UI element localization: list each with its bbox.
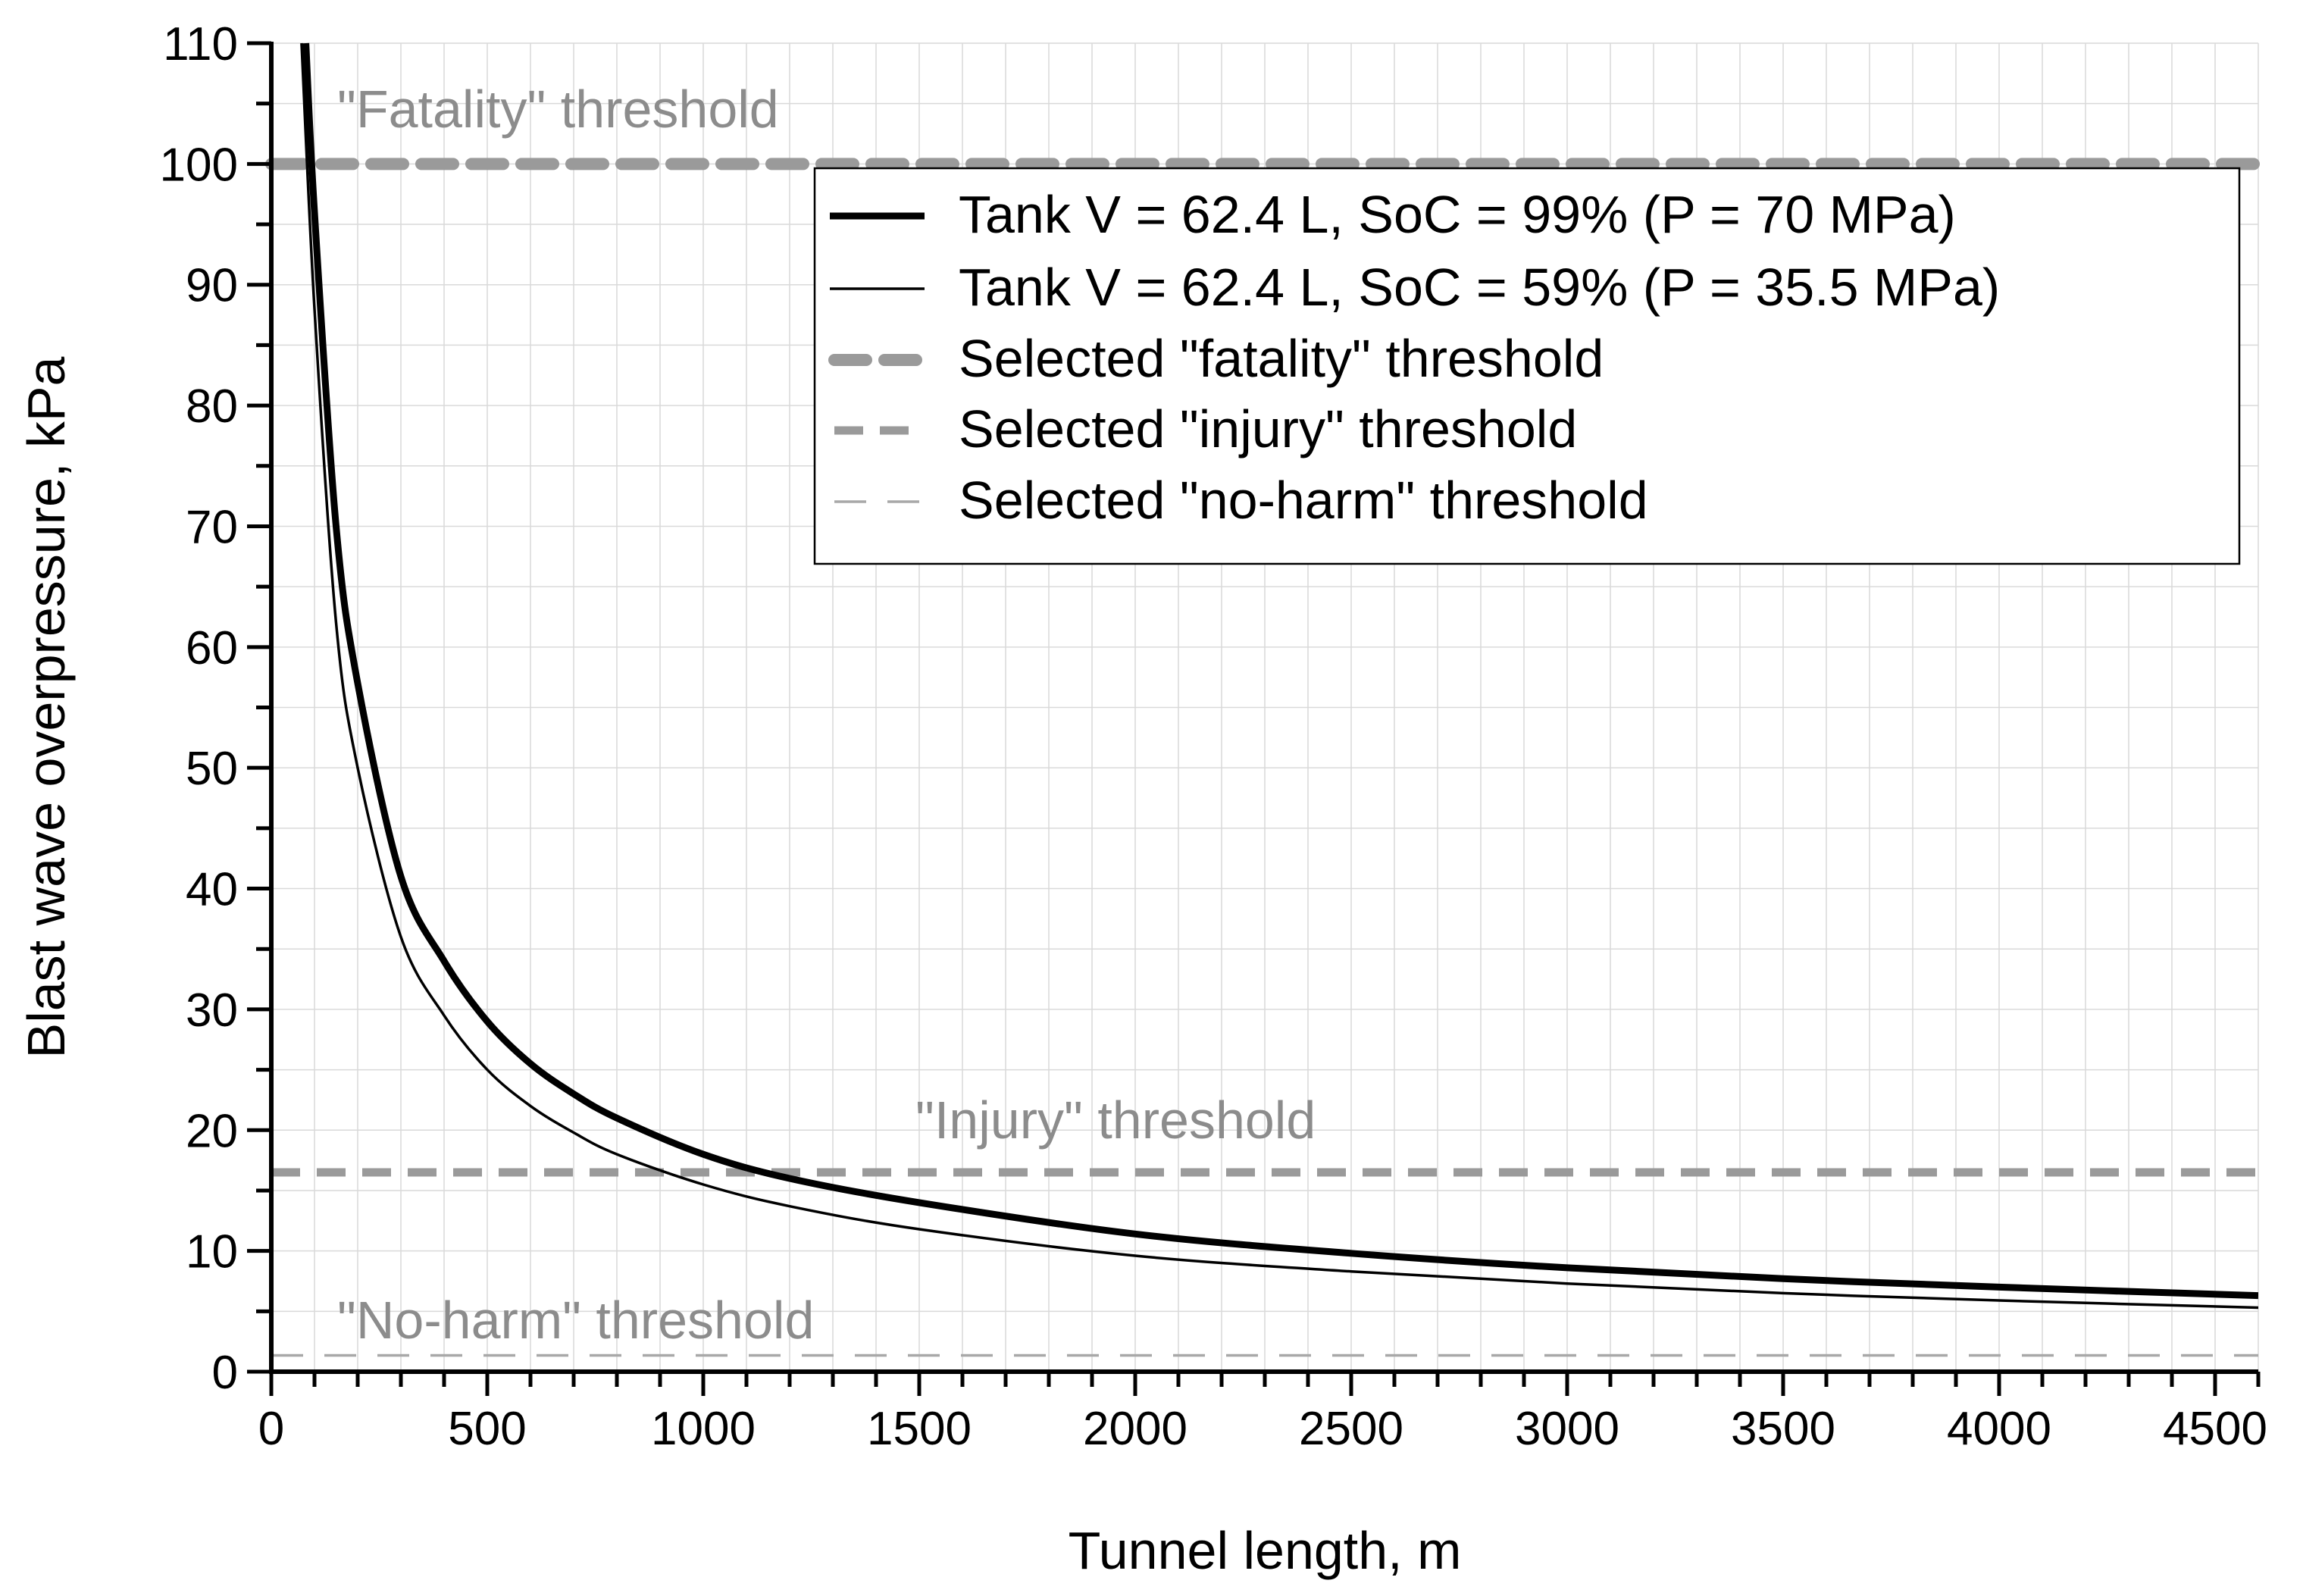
legend-box [813,167,2241,565]
x-tick-label: 2500 [1299,1403,1403,1455]
legend-label: Selected "no-harm" threshold [959,471,1648,530]
y-tick-label: 100 [160,139,238,191]
y-tick-label: 90 [186,260,238,312]
y-tick-label: 30 [186,984,238,1037]
legend-label: Selected "injury" threshold [959,399,1577,458]
y-tick-label: 60 [186,622,238,674]
x-tick-label: 0 [258,1403,284,1455]
y-axis-title: Blast wave overpressure, kPa [17,356,76,1058]
y-tick-label: 0 [212,1347,238,1399]
tick-labels: 0 10 20 30 40 50 60 70 80 90 100 110 0 500 1000 1500 200… [160,18,2267,1455]
y-tick-label: 40 [186,864,238,916]
x-tick-label: 3500 [1731,1403,1835,1455]
legend-label: Tank V = 62.4 L, SoC = 99% (P = 70 MPa) [959,185,1956,244]
x-tick-label: 1000 [651,1403,756,1455]
threshold-annotation: "Fatality" threshold [337,80,779,139]
x-tick-label: 2000 [1083,1403,1187,1455]
x-tick-label: 4500 [2163,1403,2267,1455]
threshold-lines [265,158,2264,1357]
threshold-annotation: "Injury" threshold [915,1091,1316,1150]
series-line [302,42,2258,1300]
y-tick-label: 70 [186,501,238,553]
legend-label: Tank V = 62.4 L, SoC = 59% (P = 35.5 MPa… [959,258,2000,317]
y-tick-label: 10 [186,1226,238,1278]
y-tick-label: 20 [186,1105,238,1157]
threshold-annotation: "No-harm" threshold [337,1291,814,1350]
legend-label: Selected "fatality" threshold [959,329,1604,388]
y-tick-label: 50 [186,743,238,795]
series-line [300,42,2258,1310]
y-tick-label: 110 [163,18,238,70]
axes [247,41,2261,1396]
grid [271,42,2259,1372]
x-axis-title: Tunnel length, m [1069,1521,1462,1580]
threshold-annotations: "Fatality" threshold "Injury" threshold "N… [337,80,1316,1350]
x-tick-label: 500 [448,1403,526,1455]
x-tick-label: 3000 [1515,1403,1619,1455]
x-tick-label: 4000 [1947,1403,2051,1455]
data-series [300,42,2258,1310]
x-tick-label: 1500 [867,1403,972,1455]
y-tick-label: 80 [186,380,238,433]
legend: Tank V = 62.4 L, SoC = 99% (P = 70 MPa) T… [813,167,2241,565]
